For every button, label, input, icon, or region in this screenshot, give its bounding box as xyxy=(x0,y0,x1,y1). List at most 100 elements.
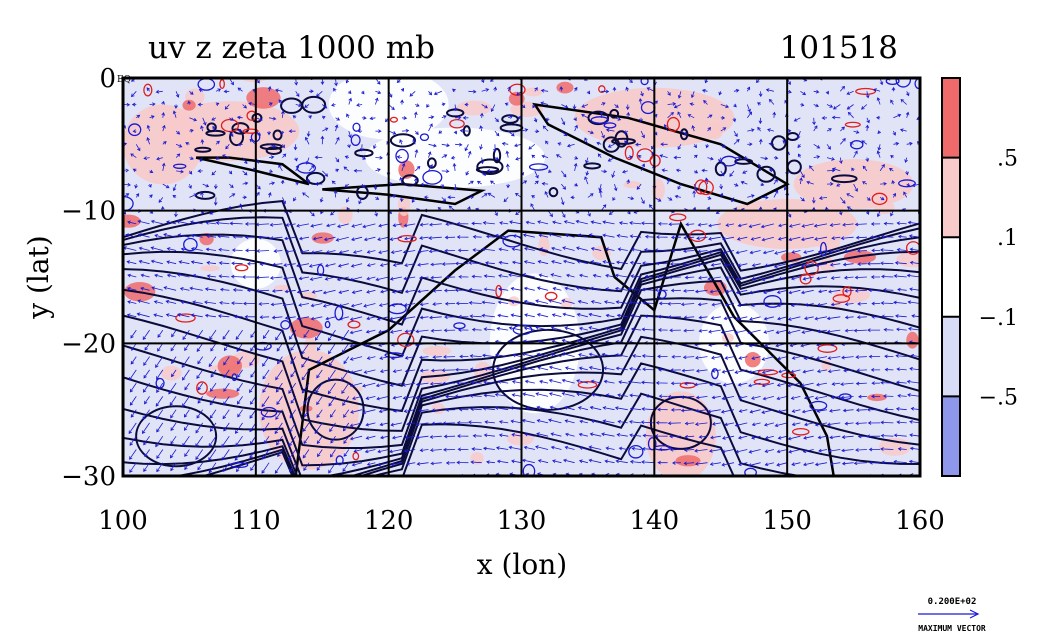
positive-vorticity-contour xyxy=(577,381,598,389)
vector-key-value: 0.200E+02 xyxy=(928,597,977,607)
negative-vorticity-contour xyxy=(895,78,912,88)
vorticity-patch xyxy=(906,331,919,349)
negative-vorticity-contour xyxy=(350,134,361,146)
vorticity-patch xyxy=(123,214,141,228)
negative-vorticity-contour xyxy=(172,163,187,169)
colorbar-band xyxy=(942,237,960,317)
x-axis: 100 110 120 130 140 150 160 xyxy=(98,506,945,536)
height-contour xyxy=(609,108,620,119)
positive-vorticity-contour xyxy=(449,118,465,129)
positive-vorticity-contour xyxy=(842,285,852,298)
vorticity-patch xyxy=(160,365,182,381)
negative-vorticity-contour xyxy=(422,169,443,185)
x-tick-label: 150 xyxy=(762,506,812,536)
height-contour xyxy=(714,161,727,177)
colorbar-band xyxy=(942,396,960,476)
negative-vorticity-contour xyxy=(744,467,757,476)
negative-vorticity-contour xyxy=(711,368,719,380)
positive-vorticity-contour xyxy=(352,451,360,461)
vorticity-patch xyxy=(246,87,281,109)
negative-vorticity-contour xyxy=(647,437,657,451)
y-axis: 0 −10 −20 −30 EQ xyxy=(61,64,131,492)
plot-frame xyxy=(121,76,922,478)
vorticity-patch xyxy=(338,206,353,225)
positive-vorticity-contour xyxy=(871,192,888,206)
negative-vorticity-contour xyxy=(316,264,325,277)
y-axis-label: y (lat) xyxy=(22,235,55,319)
height-contour xyxy=(231,122,250,135)
positive-vorticity-contour xyxy=(666,116,680,132)
vorticity-patch xyxy=(274,284,291,292)
height-contour xyxy=(206,122,217,133)
negative-vorticity-contour xyxy=(231,373,238,382)
vorticity-field xyxy=(123,78,920,476)
height-contour xyxy=(306,378,365,441)
coastline-segment xyxy=(532,102,790,206)
x-tick-label: 110 xyxy=(231,506,281,536)
positive-vorticity-contour xyxy=(397,332,415,348)
coastline-segment xyxy=(195,156,310,186)
positive-vorticity-contour xyxy=(791,427,810,436)
colorbar-band xyxy=(942,78,960,158)
height-contour xyxy=(476,158,504,176)
vorticity-patch xyxy=(523,87,543,97)
colorbar-band xyxy=(942,316,960,397)
positive-vorticity-contour xyxy=(698,180,714,196)
negative-vorticity-contour xyxy=(334,305,344,321)
positive-vorticity-contour xyxy=(347,320,361,329)
chart-subtitle: 101518 xyxy=(780,30,898,66)
height-contour xyxy=(251,112,263,123)
negative-vorticity-contour xyxy=(885,78,900,85)
y-tick-label: 0 xyxy=(99,64,116,94)
y-tick-label: −20 xyxy=(61,329,116,359)
height-contour xyxy=(734,158,754,165)
height-contour xyxy=(611,137,636,145)
positive-vorticity-contour xyxy=(804,260,819,276)
height-contour xyxy=(475,166,500,174)
vorticity-patch xyxy=(299,405,313,412)
negative-vorticity-contour xyxy=(395,148,409,164)
height-contour xyxy=(426,157,437,169)
positive-vorticity-contour xyxy=(832,294,851,303)
vorticity-patch xyxy=(183,123,202,145)
vorticity-patch xyxy=(707,121,723,140)
negative-vorticity-contour xyxy=(528,163,549,171)
x-tick-label: 130 xyxy=(497,506,547,536)
positive-vorticity-contour xyxy=(389,116,399,123)
height-contour xyxy=(272,129,283,141)
height-contour xyxy=(492,147,502,164)
height-contour xyxy=(194,146,212,153)
vorticity-patch xyxy=(311,232,334,244)
positive-vorticity-contour xyxy=(242,128,259,134)
vorticity-patch xyxy=(744,352,761,368)
colorbar-frame xyxy=(941,77,961,477)
negative-vorticity-contour xyxy=(352,122,361,132)
vorticity-patch xyxy=(304,337,317,353)
negative-vorticity-contour xyxy=(127,123,142,137)
negative-vorticity-contour xyxy=(280,320,291,330)
negative-vorticity-contour xyxy=(603,122,617,129)
positive-vorticity-contour xyxy=(689,229,707,243)
vorticity-patch xyxy=(470,452,484,465)
positive-vorticity-contour xyxy=(598,85,606,94)
negative-vorticity-contour xyxy=(590,116,609,124)
positive-vorticity-contour xyxy=(196,381,208,395)
height-contour xyxy=(756,165,776,183)
x-axis-label: x (lon) xyxy=(477,548,567,581)
negative-vorticity-contour xyxy=(898,179,916,188)
positive-vorticity-contour xyxy=(799,273,812,285)
y-tick-label: EQ xyxy=(117,75,131,85)
height-contour xyxy=(356,185,369,200)
height-contour xyxy=(830,174,858,184)
negative-vorticity-contour xyxy=(183,237,198,252)
positive-vorticity-contour xyxy=(817,344,838,353)
x-tick-label: 120 xyxy=(364,506,414,536)
positive-vorticity-contour xyxy=(397,234,417,243)
gridlines xyxy=(123,78,920,476)
negative-vorticity-contour xyxy=(850,140,864,150)
positive-vorticity-contour xyxy=(219,79,225,90)
negative-vorticity-contour xyxy=(640,78,649,86)
y-tick-label: −10 xyxy=(61,197,116,227)
colorbar-band xyxy=(942,157,960,238)
vector-key: 0.200E+02 MAXIMUM VECTOR xyxy=(918,597,986,633)
